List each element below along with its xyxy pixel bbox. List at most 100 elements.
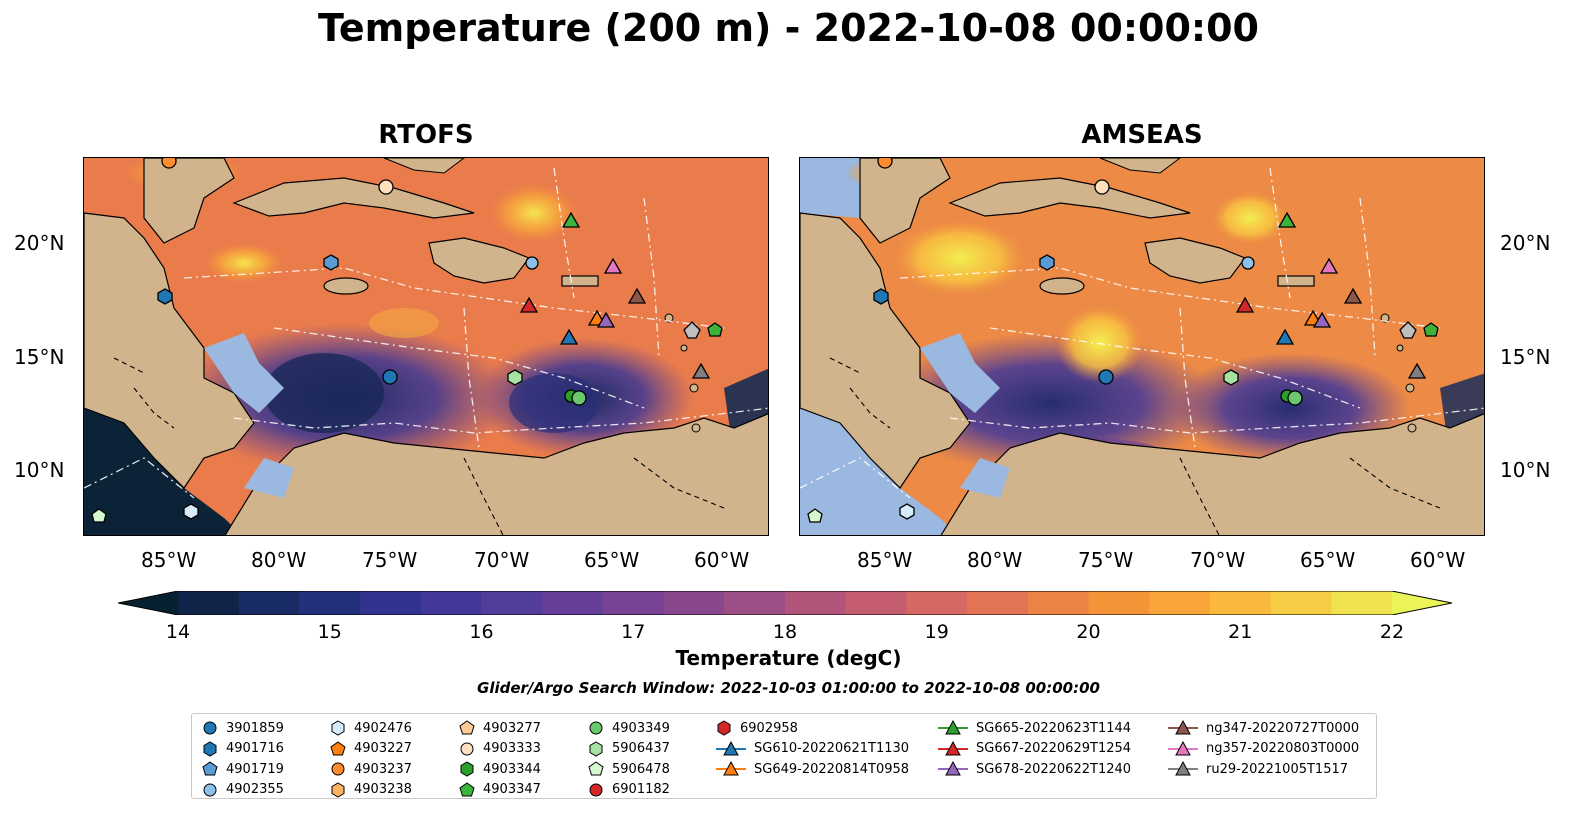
legend-marker-icon (460, 742, 474, 756)
legend-item[interactable]: 4901716 (202, 739, 284, 760)
legend: 3901859 4901716 4901719 4902355 4902476 49032… (191, 713, 1377, 799)
legend-item[interactable]: ng357-20220803T0000 (1168, 739, 1359, 760)
marker-sg678[interactable] (1312, 311, 1332, 328)
marker-sg665[interactable] (561, 211, 581, 228)
legend-marker-icon (589, 721, 603, 735)
colorbar-segment (663, 591, 725, 615)
marker-sg610[interactable] (559, 328, 579, 345)
legend-item[interactable]: 4902476 (330, 718, 412, 739)
marker-5906478[interactable] (807, 508, 823, 523)
legend-item[interactable]: 4903344 (459, 759, 541, 780)
map-amseas-svg (800, 158, 1484, 535)
colorbar-segment (724, 591, 786, 615)
legend-marker-icon (460, 761, 474, 777)
marker-4903237[interactable] (161, 158, 177, 169)
colorbar-tick-label: 19 (924, 621, 949, 643)
map-rtofs-svg (84, 158, 768, 535)
marker-3901859[interactable] (1098, 369, 1114, 385)
colorbar-tick-label: 21 (1228, 621, 1253, 643)
legend-item[interactable]: 4903227 (330, 739, 412, 760)
legend-item[interactable]: 4903238 (330, 780, 412, 801)
marker-4903333[interactable] (1094, 179, 1110, 195)
panel-title-rtofs: RTOFS (378, 120, 474, 150)
colorbar-segment (481, 591, 543, 615)
colorbar-segment (542, 591, 604, 615)
marker-5906437[interactable] (1223, 369, 1239, 386)
legend-item[interactable]: 4901719 (202, 759, 284, 780)
legend-item-label: 5906437 (612, 741, 670, 757)
marker-ru29[interactable] (683, 321, 701, 339)
legend-item-label: 4902476 (354, 720, 412, 736)
legend-item[interactable]: SG649-20220814T0958 (716, 759, 909, 780)
legend-item[interactable]: 4902355 (202, 780, 284, 801)
legend-item[interactable]: 4903349 (588, 718, 670, 739)
legend-item-label: ng357-20220803T0000 (1206, 741, 1360, 757)
legend-marker-icon (331, 720, 345, 736)
marker-sg667[interactable] (519, 296, 539, 313)
legend-marker-icon (331, 762, 345, 776)
legend-marker-icon (203, 721, 217, 735)
marker-sg667[interactable] (1235, 296, 1255, 313)
marker-4901716[interactable] (873, 288, 889, 305)
colorbar-segment (785, 591, 847, 615)
lon-tick-85w-left: 85°W (141, 548, 197, 572)
legend-item[interactable]: SG678-20220622T1240 (938, 759, 1131, 780)
legend-item[interactable]: 6902958 (716, 718, 909, 739)
lon-tick-70w-left: 70°W (474, 548, 530, 572)
marker-sg665[interactable] (1277, 211, 1297, 228)
marker-4903347[interactable] (1423, 322, 1439, 337)
marker-4901716[interactable] (157, 288, 173, 305)
marker-4901719[interactable] (323, 254, 339, 271)
legend-item[interactable]: 3901859 (202, 718, 284, 739)
marker-4903237[interactable] (877, 158, 893, 169)
marker-sg610[interactable] (1275, 328, 1295, 345)
marker-ng357[interactable] (1319, 257, 1339, 274)
marker-sg678[interactable] (596, 311, 616, 328)
legend-item-label: SG649-20220814T0958 (754, 761, 910, 777)
colorbar-segment (1209, 591, 1272, 615)
lat-tick-15n-left: 15°N (14, 345, 65, 369)
legend-item-label: SG667-20220629T1254 (976, 741, 1132, 757)
colorbar-tick-label: 14 (165, 621, 191, 643)
legend-item[interactable]: ng347-20220727T0000 (1168, 718, 1359, 739)
colorbar-segment (1331, 591, 1393, 615)
legend-item-label: SG678-20220622T1240 (976, 761, 1132, 777)
legend-item[interactable]: SG610-20220621T1130 (716, 739, 909, 760)
marker-ng347[interactable] (1343, 287, 1363, 304)
legend-item[interactable]: SG667-20220629T1254 (938, 739, 1131, 760)
marker-ru29-b[interactable] (1407, 362, 1427, 379)
colorbar-segment (299, 591, 361, 615)
marker-4903347[interactable] (707, 322, 723, 337)
legend-item[interactable]: 5906478 (588, 759, 670, 780)
legend-item[interactable]: 4903333 (459, 739, 541, 760)
legend-item[interactable]: 4903237 (330, 759, 412, 780)
marker-3901859[interactable] (382, 369, 398, 385)
marker-ng357[interactable] (603, 257, 623, 274)
colorbar-segment (1088, 591, 1150, 615)
legend-item[interactable]: 5906437 (588, 739, 670, 760)
marker-4902355[interactable] (525, 256, 539, 270)
legend-item-label: 6901182 (612, 782, 670, 798)
marker-ng347[interactable] (627, 287, 647, 304)
colorbar-segment (178, 591, 240, 615)
marker-4902355[interactable] (1241, 256, 1255, 270)
lon-tick-60w-left: 60°W (694, 548, 750, 572)
legend-marker-icon (589, 783, 603, 797)
marker-4903333[interactable] (378, 179, 394, 195)
legend-item[interactable]: 4903347 (459, 780, 541, 801)
lon-tick-65w-right: 65°W (1300, 548, 1356, 572)
legend-item-label: 4902355 (226, 782, 284, 798)
marker-ru29[interactable] (1399, 321, 1417, 339)
marker-4901719[interactable] (1039, 254, 1055, 271)
marker-5906478[interactable] (91, 508, 107, 523)
marker-4903349[interactable] (1287, 390, 1303, 406)
marker-4902476[interactable] (183, 503, 199, 520)
legend-item[interactable]: ru29-20221005T1517 (1168, 759, 1359, 780)
marker-4902476[interactable] (899, 503, 915, 520)
marker-ru29-b[interactable] (691, 362, 711, 379)
marker-5906437[interactable] (507, 369, 523, 386)
marker-4903349[interactable] (571, 390, 587, 406)
legend-item[interactable]: 6901182 (588, 780, 670, 801)
legend-item[interactable]: SG665-20220623T1144 (938, 718, 1131, 739)
legend-item[interactable]: 4903277 (459, 718, 541, 739)
